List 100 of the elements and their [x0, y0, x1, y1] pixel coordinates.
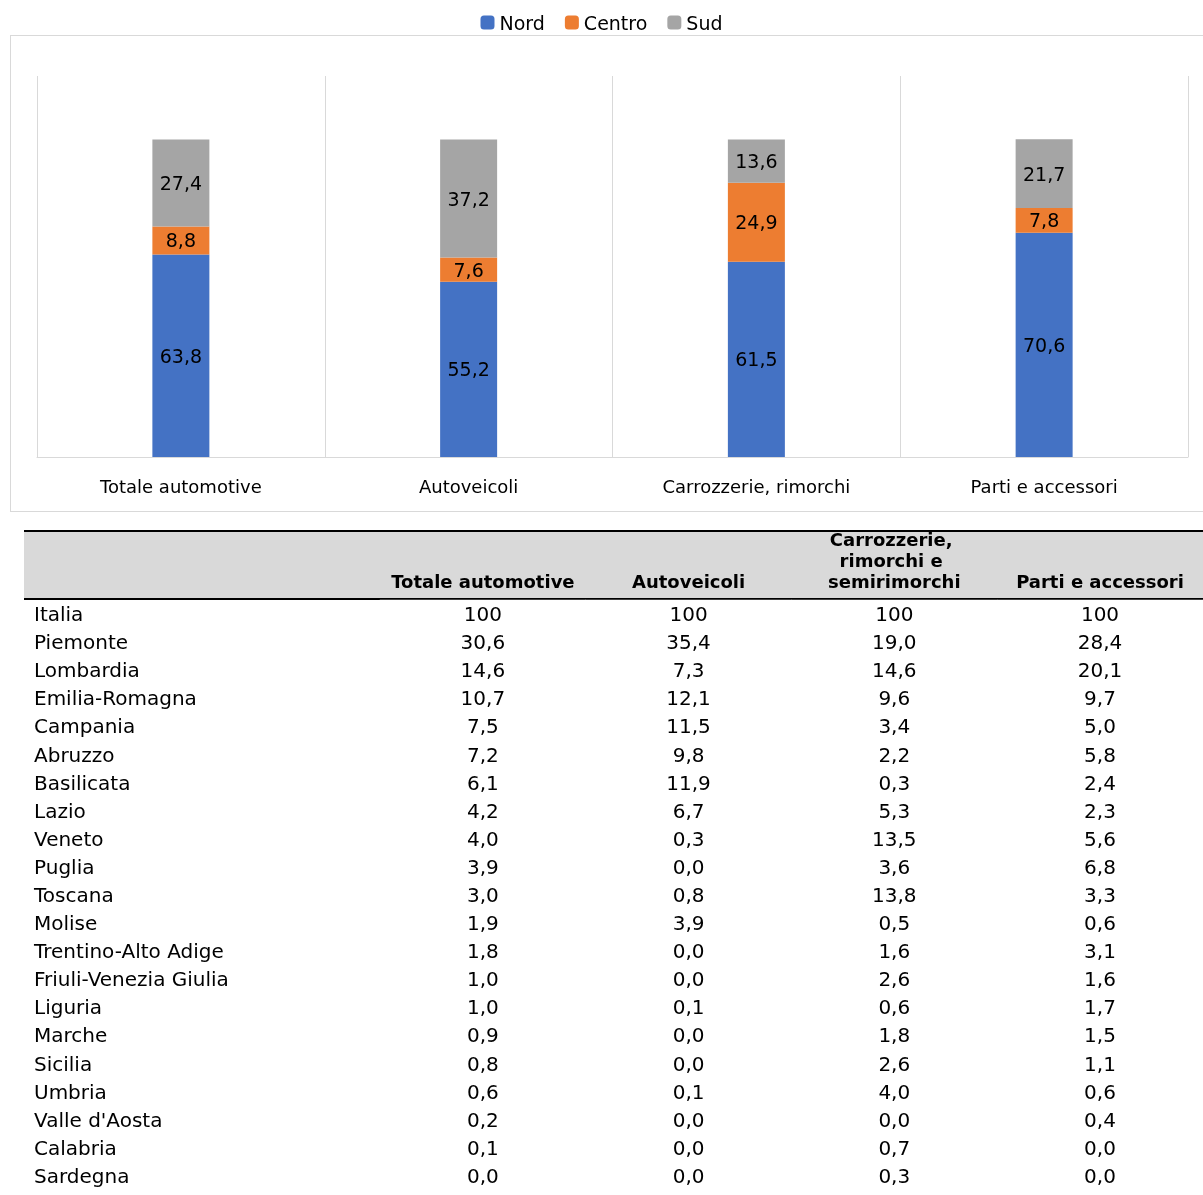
- data-label: 12,1: [666, 686, 711, 711]
- y-tick-label: Umbria: [34, 1079, 107, 1104]
- data-label: 0,1: [466, 1135, 499, 1160]
- data-label: 5,8: [1084, 742, 1116, 767]
- y-tick-label: Veneto: [34, 826, 104, 851]
- data-label: 20,1: [1077, 658, 1123, 683]
- data-label: 7,5: [466, 714, 499, 739]
- x-tick-label: Parti e accessori: [970, 475, 1118, 497]
- data-label: 27,4: [159, 172, 203, 194]
- data-label: 9,7: [1084, 686, 1116, 711]
- data-label: 0,6: [1084, 911, 1116, 936]
- data-label: 19,0: [872, 630, 917, 655]
- legend-label: Nord: [499, 11, 545, 34]
- data-label: 2,6: [878, 1051, 911, 1076]
- y-tick-label: Emilia-Romagna: [34, 686, 197, 711]
- data-label: 0,1: [672, 1079, 705, 1104]
- data-label: 14,6: [460, 658, 506, 683]
- y-tick-label: Italia: [34, 602, 84, 627]
- x-tick-label: Totale automotive: [99, 475, 262, 497]
- bar: [440, 139, 498, 258]
- data-label: 0,0: [1084, 1135, 1116, 1160]
- data-label: 0,9: [466, 1023, 499, 1048]
- data-label: 0,0: [672, 1135, 705, 1160]
- data-label: 0,3: [878, 1163, 911, 1188]
- data-label: 4,0: [878, 1079, 911, 1104]
- y-tick-label: Puglia: [34, 854, 95, 879]
- x-tick-label: Totale automotive: [391, 571, 575, 592]
- y-tick-label: Trentino-Alto Adige: [33, 939, 224, 964]
- data-label: 55,2: [447, 358, 490, 381]
- y-tick-label: Calabria: [34, 1135, 117, 1160]
- data-label: 9,8: [672, 742, 705, 767]
- data-label: 0,5: [878, 911, 911, 936]
- data-label: 1,0: [466, 995, 499, 1020]
- y-tick-label: Abruzzo: [34, 742, 115, 767]
- data-label: 63,8: [159, 344, 203, 367]
- data-label: 0,6: [466, 1079, 499, 1104]
- data-label: 13,6: [735, 150, 778, 173]
- bar: [1015, 139, 1073, 209]
- data-label: 3,9: [672, 911, 705, 936]
- x-tick-label: Autoveicoli: [631, 571, 746, 592]
- y-tick-label: Lombardia: [34, 658, 140, 683]
- bar: [152, 139, 210, 227]
- data-label: 0,0: [878, 1107, 911, 1132]
- data-label: 0,0: [672, 1107, 705, 1132]
- data-label: 7,2: [466, 742, 499, 767]
- data-label: 9,6: [878, 686, 911, 711]
- data-label: 21,7: [1022, 162, 1066, 185]
- data-label: 2,2: [878, 742, 911, 767]
- data-label: 100: [1080, 602, 1120, 627]
- data-label: 0,2: [466, 1107, 499, 1132]
- y-tick-label: Molise: [34, 911, 98, 936]
- data-label: 30,6: [460, 630, 506, 655]
- y-tick-label: Sicilia: [34, 1051, 93, 1076]
- data-label: 1,6: [878, 939, 911, 964]
- data-label: 100: [669, 602, 708, 627]
- y-tick-label: Toscana: [33, 883, 114, 907]
- y-tick-label: Lazio: [34, 798, 86, 823]
- data-label: 5,6: [1084, 826, 1116, 851]
- data-label: 37,2: [447, 187, 490, 210]
- data-label: 3,3: [1084, 883, 1116, 907]
- data-label: 0,8: [466, 1051, 499, 1076]
- data-label: 100: [875, 602, 914, 627]
- data-label: 1,8: [878, 1023, 911, 1048]
- y-tick-label: Valle d'Aosta: [34, 1107, 163, 1132]
- data-label: 2,3: [1084, 798, 1116, 823]
- data-label: 4,2: [466, 798, 499, 823]
- data-label: 0,8: [672, 883, 705, 907]
- bar: [727, 261, 785, 457]
- data-label: 0,0: [672, 1051, 705, 1076]
- data-label: 70,6: [1022, 333, 1066, 356]
- data-label: 10,7: [460, 686, 506, 711]
- data-label: 11,5: [666, 714, 711, 739]
- data-label: 5,3: [878, 798, 911, 823]
- data-label: 0,0: [672, 967, 705, 992]
- x-tick-label: Carrozzerie, rimorchi: [662, 475, 851, 497]
- data-label: 1,9: [466, 911, 499, 936]
- data-label: 4,0: [466, 826, 499, 851]
- data-label: 7,3: [672, 658, 705, 683]
- data-label: 13,5: [872, 826, 917, 851]
- data-label: 7,8: [1029, 209, 1060, 232]
- bar: [440, 281, 498, 457]
- data-label: 0,4: [1084, 1107, 1116, 1132]
- x-tick-label: Carrozzerie, rimorchi e semirimorchi: [828, 529, 961, 592]
- data-label: 3,6: [878, 854, 911, 879]
- data-label: 3,4: [878, 714, 911, 739]
- data-label: 24,9: [735, 211, 778, 234]
- data-label: 0,0: [672, 854, 705, 879]
- x-tick-label: Autoveicoli: [418, 475, 519, 497]
- data-label: 0,6: [878, 995, 911, 1020]
- data-label: 1,6: [1084, 967, 1116, 992]
- data-label: 3,9: [466, 854, 499, 879]
- data-label: 0,0: [466, 1163, 499, 1188]
- data-label: 1,8: [466, 939, 499, 964]
- data-label: 13,8: [872, 883, 917, 907]
- data-label: 0,0: [672, 1023, 705, 1048]
- y-tick-label: Liguria: [34, 995, 103, 1020]
- data-label: 6,1: [466, 770, 499, 795]
- data-label: 1,7: [1084, 995, 1116, 1020]
- x-tick-label: Parti e accessori: [1016, 571, 1184, 592]
- data-label: 3,1: [1084, 939, 1116, 964]
